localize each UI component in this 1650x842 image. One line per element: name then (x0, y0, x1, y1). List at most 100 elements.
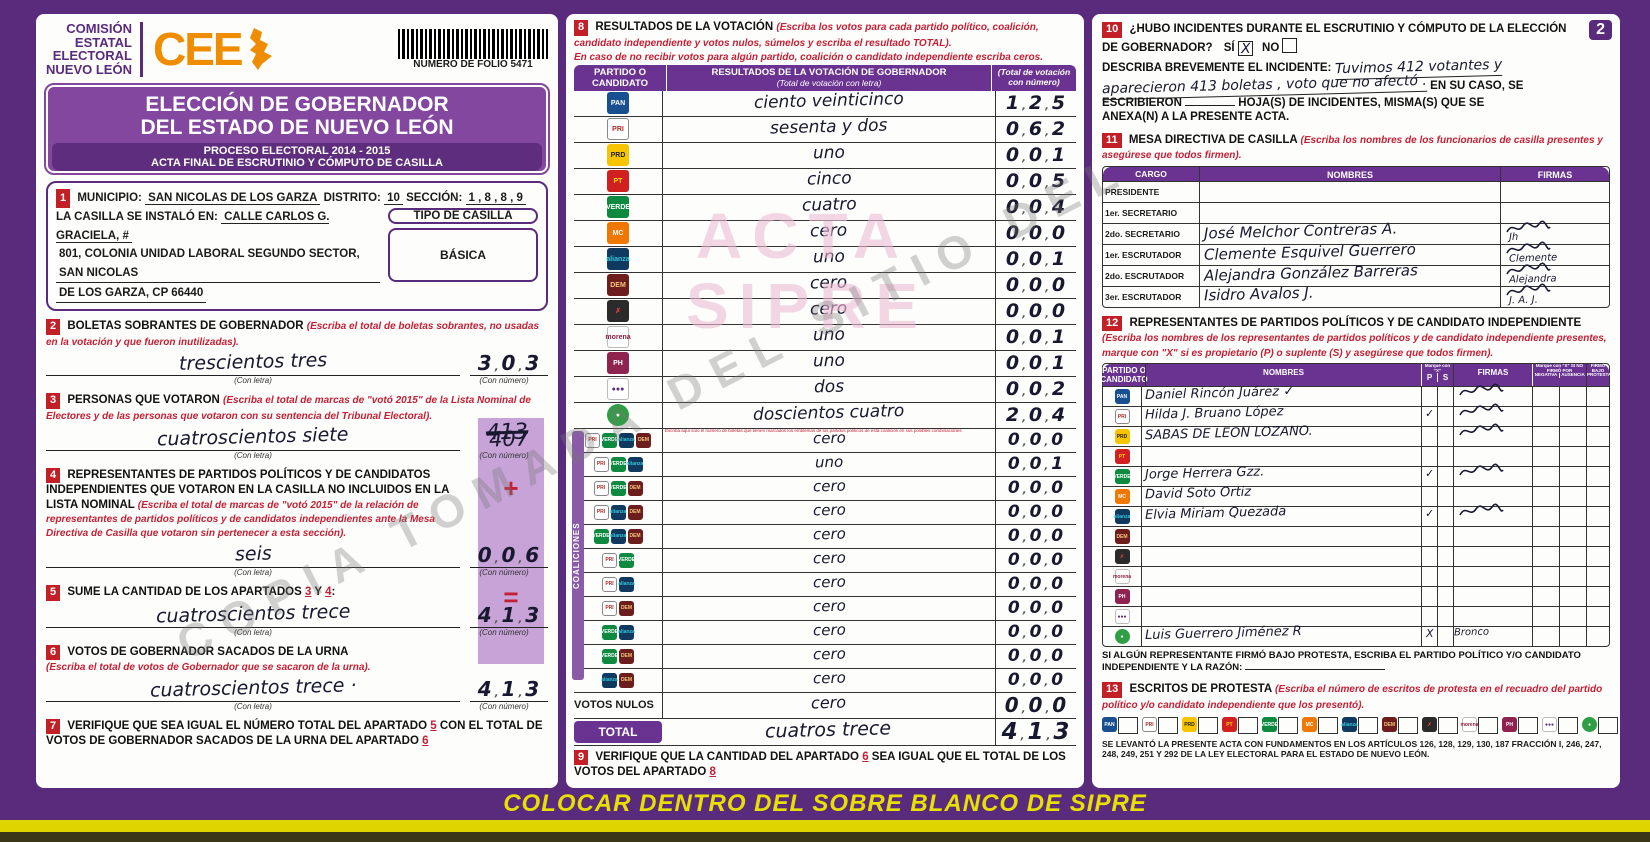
representante-nombre: Daniel Rincón Juárez ✓ (1144, 384, 1295, 404)
con-letra-label: (Con letra) (234, 701, 272, 711)
distrito-value: 10 (384, 191, 403, 205)
signature-scribble (1506, 283, 1551, 296)
suplente-mark (1437, 487, 1453, 507)
vote-count-words: cero (812, 524, 846, 543)
vote-count-number: 0,0,0 (1007, 430, 1065, 450)
cargo-label: 1er. ESCRUTADOR (1105, 249, 1182, 260)
suplente-mark (1437, 467, 1453, 487)
ausencia-cell (1559, 527, 1586, 547)
value-words: seis (234, 542, 272, 566)
section-title: REPRESENTANTES DE PARTIDOS POLÍTICOS Y D… (46, 468, 449, 511)
con-numero-label: (Con número) (479, 376, 529, 386)
vote-count-number: 0,0,5 (1005, 170, 1067, 192)
coalition-result-row: VERDE alianza cero 0, 0, 0 (574, 620, 1076, 645)
cee-logo: CEE (152, 22, 244, 75)
barcode (398, 28, 548, 59)
mesa-directiva-row: 2do. ESCRUTADOR Alejandra González Barrer… (1103, 261, 1609, 286)
apartado-ref: 5 (430, 719, 437, 732)
ausencia-cell (1559, 507, 1586, 527)
party-logo-na: alianza (1341, 717, 1358, 732)
section-7-verifique: 7 VERIFIQUE QUE SEA IGUAL EL NÚMERO TOTA… (46, 718, 548, 749)
suplente-mark (1437, 587, 1453, 607)
party-logo-pt: PT (1222, 717, 1237, 732)
apartado-ref: 8 (709, 766, 716, 779)
total-words: cuatros trece (765, 716, 892, 743)
vote-count-number: 0,0,0 (1005, 222, 1067, 244)
section-title: VOTOS DE GOBERNADOR SACADOS DE LA URNA (67, 645, 349, 658)
party-logo-verde: VERDE (1261, 717, 1278, 732)
representante-nombre: SABAS DE LEON LOZANO. (1144, 423, 1313, 444)
party-logo-es: ●●● (1114, 609, 1130, 625)
folio-number: NUMERO DE FOLIO 5471 (413, 58, 533, 70)
representante-nombre: David Soto Ortiz (1144, 484, 1252, 503)
protesta-cell (1586, 487, 1609, 507)
vote-count-words: cero (812, 668, 846, 687)
vote-count-number: 0,0,0 (1007, 502, 1065, 522)
header-nombres: NOMBRES (1145, 364, 1421, 387)
section-8-header: 8 RESULTADOS DE LA VOTACIÓN (Escriba los… (574, 20, 1076, 65)
vote-count-number: 0,0,1 (1005, 326, 1067, 348)
ausencia-cell (1559, 387, 1586, 407)
signature-scribble (1459, 423, 1504, 436)
section-title: MESA DIRECTIVA DE CASILLA (1128, 133, 1298, 146)
section-1-casilla-info: 1 MUNICIPIO: SAN NICOLAS DE LOS GARZA DI… (46, 180, 548, 312)
suplente-mark (1437, 507, 1453, 527)
legal-footer: SE LEVANTÓ LA PRESENTE ACTA CON FUNDAMEN… (1102, 739, 1610, 759)
section-number-badge: 9 (574, 749, 589, 766)
funcionario-nombre: Isidro Avalos J. (1203, 283, 1314, 305)
protesta-count-box (1398, 717, 1418, 734)
section-note: (Escriba los votos para cada partido pol… (574, 22, 1039, 49)
coalition-result-row: PRI VERDE alianza DEM Escriba aquí solo el n… (574, 428, 1076, 453)
section-6-votos-urna: 6 VOTOS DE GOBERNADOR SACADOS DE LA URNA… (46, 644, 548, 711)
cargo-label: 2do. SECRETARIO (1105, 228, 1180, 239)
protesta-cell (1586, 567, 1609, 587)
vote-count-words: uno (814, 452, 844, 471)
sobre-sipre-instruction: COLOCAR DENTRO DEL SOBRE BLANCO DE SIPRE (503, 790, 1147, 817)
party-result-row: ●●● dos 0, 0, 2 (574, 376, 1076, 403)
vote-count-number: 0,0,0 (1007, 622, 1065, 642)
section-note: (Escriba el total de votos de Gobernador… (46, 662, 371, 674)
propietario-mark: ✓ (1421, 507, 1437, 527)
vote-count-number: 0,0,0 (1007, 574, 1065, 594)
protesta-count-box (1118, 717, 1138, 734)
section-2-boletas-sobrantes: 2 BOLETAS SOBRANTES DE GOBERNADOR (Escri… (46, 319, 548, 385)
value-number: 4,1,3 (477, 676, 541, 701)
yellow-strip (0, 820, 1650, 832)
header-p: P (1426, 373, 1433, 383)
vote-count-words: sesenta y dos (770, 114, 888, 139)
negativa-cell (1532, 527, 1559, 547)
vote-count-words: cinco (806, 167, 852, 190)
party-logo-pd: DEM (619, 600, 634, 616)
con-letra-label: (Con letra) (234, 450, 272, 460)
coaliciones-vertical-label: COALICIONES (572, 430, 584, 680)
suplente-mark (1437, 447, 1453, 467)
section-number-badge: 11 (1102, 132, 1122, 149)
party-logo-prd: PRD (607, 144, 629, 166)
ausencia-cell (1559, 587, 1586, 607)
representante-row: ✗ (1103, 546, 1609, 567)
vote-count-number: 0,0,0 (1007, 646, 1065, 666)
suplente-mark (1437, 407, 1453, 427)
party-logo-pd: DEM (619, 672, 634, 688)
vote-count-words: cero (812, 548, 846, 567)
coalition-result-row: PRI VERDE alianza uno 0, 0, 1 (574, 452, 1076, 477)
signature-scribble (1459, 463, 1504, 476)
vote-count-words: dos (813, 376, 845, 397)
vote-count-words: cero (812, 476, 846, 495)
vote-count-words: cero (810, 220, 848, 241)
section-note: (Escriba el total de marcas de "votó 201… (46, 395, 531, 423)
apartado-ref: 6 (862, 750, 869, 763)
section-title: Y (314, 585, 322, 598)
party-logo-na: alianza (610, 528, 626, 544)
propietario-mark (1421, 447, 1437, 467)
vote-count-number: 1,2,5 (1005, 92, 1067, 114)
process-label: PROCESO ELECTORAL 2014 - 2015 (203, 144, 391, 157)
representante-row: ● Luis Guerrero Jiménez R X Bronco (1103, 624, 1609, 647)
org-line: ESTATAL (74, 34, 132, 50)
party-logo-prd: PRD (1114, 429, 1130, 445)
con-numero-label: (Con número) (479, 450, 529, 460)
total-label: TOTAL (574, 720, 662, 743)
party-logo-prd: PRD (1182, 717, 1197, 732)
vote-count-words: uno (812, 324, 846, 345)
coalition-result-row: PRI alianza cero 0, 0, 0 (574, 572, 1076, 597)
